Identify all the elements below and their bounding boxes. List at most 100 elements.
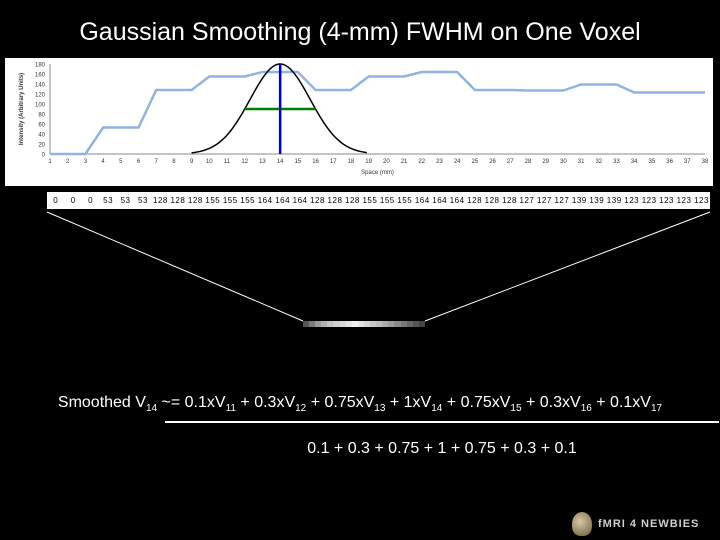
- x-tick-label: 6: [137, 159, 141, 165]
- x-tick-label: 24: [454, 159, 461, 165]
- x-tick-label: 7: [155, 159, 159, 165]
- smoothed-voxel-cell: [339, 321, 346, 327]
- voxel-value: 123: [659, 196, 675, 205]
- x-tick-label: 33: [613, 159, 620, 165]
- zoom-line-left: [46, 211, 304, 322]
- formula-text: Smoothed V: [57, 394, 146, 411]
- voxel-value: 127: [554, 196, 570, 205]
- formula-sub: 14: [145, 403, 158, 415]
- voxel-value: 128: [502, 196, 517, 205]
- intensity-series-line: [50, 70, 705, 156]
- formula-sub: 16: [580, 403, 592, 415]
- smoothed-voxel-cell: [406, 321, 413, 327]
- smoothed-voxel-cell: [400, 321, 407, 327]
- x-tick-label: 37: [684, 159, 691, 165]
- x-tick-label: 28: [525, 159, 532, 165]
- x-tick-label: 22: [418, 159, 425, 165]
- smoothed-voxel-cell: [321, 321, 328, 327]
- smoothed-voxel-cell: [357, 321, 364, 327]
- x-tick-label: 4: [101, 159, 105, 165]
- formula-text: + 0.1xV: [591, 394, 651, 411]
- formula-text: + 0.3xV: [521, 394, 581, 411]
- x-tick-label: 18: [348, 159, 355, 165]
- formula-sub: 12: [295, 403, 307, 415]
- y-axis-label: Intensity (Arbitrary Units): [19, 73, 25, 145]
- voxel-value: 128: [467, 196, 483, 205]
- x-tick-label: 36: [666, 159, 673, 165]
- voxel-value: 128: [345, 196, 360, 205]
- y-tick-label: 20: [38, 143, 45, 149]
- brain-icon: [572, 512, 592, 536]
- smoothing-formula: Smoothed V14 ~= 0.1xV11 + 0.3xV12 + 0.75…: [0, 394, 720, 414]
- y-tick-label: 140: [35, 83, 46, 89]
- voxel-value: 123: [694, 196, 709, 205]
- x-tick-label: 32: [595, 159, 602, 165]
- smoothed-voxel-cell: [376, 321, 383, 327]
- voxel-value: 128: [187, 196, 203, 205]
- x-tick-label: 9: [190, 159, 194, 165]
- smoothed-voxel-strip: [303, 321, 425, 327]
- y-tick-label: 0: [42, 153, 46, 159]
- voxel-value: 123: [676, 196, 692, 205]
- voxel-value: 53: [138, 196, 148, 205]
- x-tick-label: 13: [259, 159, 266, 165]
- voxel-value: 128: [170, 196, 186, 205]
- formula-denominator: 0.1 + 0.3 + 0.75 + 1 + 0.75 + 0.3 + 0.1: [307, 440, 577, 457]
- formula-text: + 0.75xV: [442, 394, 511, 411]
- voxel-value: 155: [362, 196, 378, 205]
- voxel-value: 164: [414, 196, 430, 205]
- formula-sub: 17: [650, 403, 663, 415]
- voxel-value: 155: [240, 196, 256, 205]
- formula-text: + 0.3xV: [235, 394, 296, 411]
- voxel-value: 164: [432, 196, 448, 205]
- voxel-value: 164: [275, 196, 291, 205]
- smoothed-voxel-cell: [315, 321, 322, 327]
- x-tick-label: 19: [365, 159, 372, 165]
- voxel-value: 0: [70, 196, 76, 205]
- smoothed-voxel-cell: [370, 321, 377, 327]
- smoothed-voxel-cell: [394, 321, 401, 327]
- x-tick-label: 1: [48, 159, 52, 165]
- x-tick-label: 15: [294, 159, 301, 165]
- smoothed-voxel-cell: [309, 321, 316, 327]
- y-tick-label: 60: [38, 123, 45, 129]
- x-tick-label: 8: [172, 159, 176, 165]
- formula-sub: 13: [374, 403, 386, 415]
- x-tick-label: 16: [312, 159, 319, 165]
- x-tick-label: 11: [224, 159, 231, 165]
- voxel-value: 128: [153, 196, 168, 205]
- voxel-value: 127: [536, 196, 552, 205]
- smoothed-voxel-cell: [388, 321, 395, 327]
- formula-sub: 15: [510, 403, 522, 415]
- x-tick-label: 38: [702, 159, 709, 165]
- smoothed-voxel-cell: [382, 321, 389, 327]
- x-tick-label: 27: [507, 159, 514, 165]
- y-tick-label: 180: [35, 63, 46, 69]
- formula-sub: 11: [225, 403, 236, 415]
- y-tick-label: 100: [35, 103, 46, 109]
- x-tick-label: 5: [119, 159, 123, 165]
- voxel-value: 155: [397, 196, 413, 205]
- x-tick-label: 35: [649, 159, 656, 165]
- voxel-value-strip: 0 0 0 53 53 53 128 128 128 155 155 155 164 164 164 128 1…: [47, 192, 710, 209]
- voxel-value: 164: [292, 196, 308, 205]
- voxel-value: 164: [449, 196, 465, 205]
- x-tick-label: 31: [578, 159, 585, 165]
- voxel-value: 139: [589, 196, 605, 205]
- smoothed-voxel-cell: [363, 321, 371, 327]
- voxel-value: 53: [120, 196, 131, 205]
- zoom-line-right: [424, 211, 711, 322]
- formula-sub: 14: [431, 403, 443, 415]
- x-tick-label: 23: [436, 159, 443, 165]
- y-tick-label: 40: [38, 133, 45, 139]
- smoothed-voxel-cell: [327, 321, 334, 327]
- slide-title: Gaussian Smoothing (4-mm) FWHM on One Vo…: [79, 18, 641, 46]
- formula-text: + 1xV: [385, 394, 432, 411]
- x-tick-label: 34: [631, 159, 638, 165]
- logo: fMRI 4 NEWBIES: [572, 511, 720, 537]
- x-tick-label: 20: [383, 159, 390, 165]
- voxel-value: 128: [327, 196, 343, 205]
- x-tick-label: 30: [560, 159, 567, 165]
- x-tick-label: 17: [330, 159, 337, 165]
